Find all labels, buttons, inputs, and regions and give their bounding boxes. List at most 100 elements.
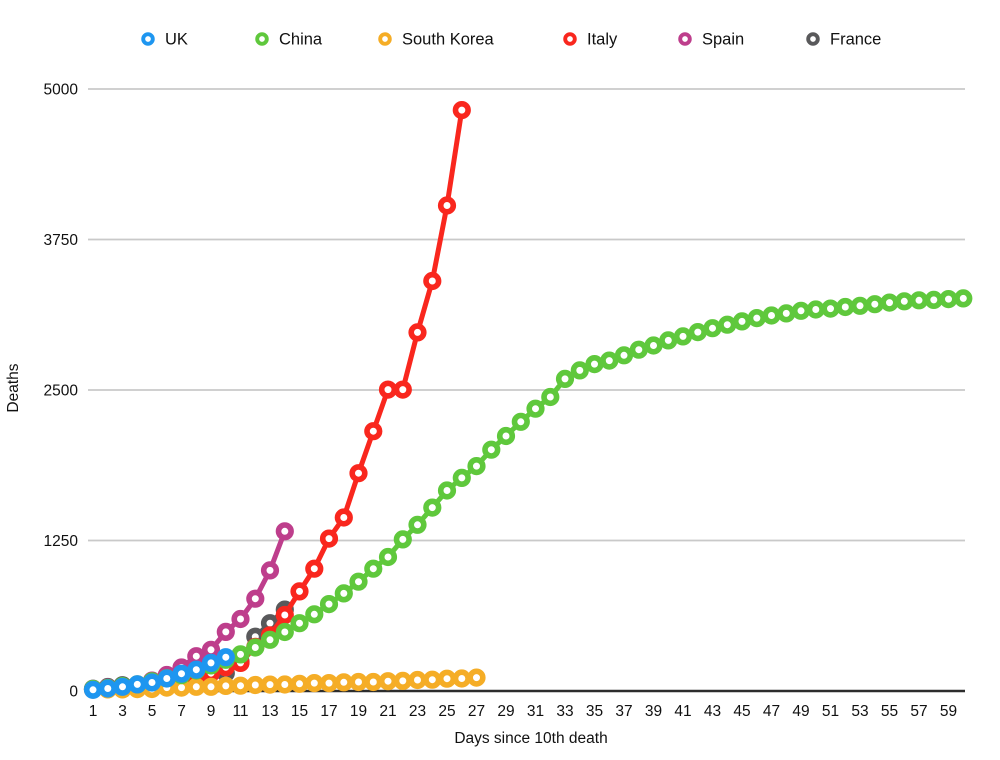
x-tick-label: 49 — [792, 703, 809, 720]
x-tick-label: 37 — [615, 703, 632, 720]
data-point-china — [585, 355, 604, 374]
data-point-uk — [201, 653, 221, 673]
data-point-italy — [393, 380, 412, 399]
data-point-italy — [408, 323, 427, 342]
data-point-south-korea — [246, 675, 265, 695]
data-point-china — [482, 440, 501, 459]
data-point-china — [954, 289, 973, 308]
y-tick-label: 3750 — [44, 232, 79, 249]
data-point-south-korea — [334, 673, 353, 692]
data-point-china — [718, 315, 737, 334]
x-tick-label: 31 — [527, 703, 544, 720]
legend-item-uk[interactable]: UK — [141, 31, 188, 49]
data-point-italy — [305, 559, 324, 578]
data-point-china — [747, 309, 766, 328]
legend: UK China South Korea Italy Spain France — [141, 31, 881, 49]
data-point-south-korea — [378, 672, 398, 691]
legend-item-spain[interactable]: Spain — [678, 31, 744, 49]
data-point-china — [614, 346, 634, 365]
legend-label-uk: UK — [165, 31, 188, 49]
legend-label-italy: Italy — [587, 31, 618, 49]
data-point-china — [600, 351, 619, 370]
x-tick-label: 1 — [89, 703, 98, 720]
x-tick-label: 13 — [261, 703, 278, 720]
x-tick-label: 15 — [291, 703, 308, 720]
data-point-uk — [157, 669, 176, 688]
legend-marker-france-icon — [806, 32, 820, 46]
data-point-china — [393, 530, 412, 549]
data-point-uk — [216, 648, 235, 667]
data-point-uk — [113, 677, 132, 696]
legend-marker-china-icon — [255, 32, 269, 46]
data-point-south-korea — [260, 675, 280, 694]
data-point-spain — [216, 622, 235, 642]
data-point-south-korea — [275, 675, 294, 694]
data-point-italy — [452, 100, 471, 120]
y-tick-label: 2500 — [44, 383, 79, 400]
data-point-china — [437, 481, 457, 500]
data-point-italy — [364, 422, 383, 441]
data-point-south-korea — [364, 672, 383, 692]
data-point-china — [703, 319, 722, 338]
x-tick-label: 43 — [704, 703, 721, 720]
data-point-china — [836, 297, 855, 317]
legend-marker-uk-icon — [141, 32, 155, 46]
series-markers-uk — [83, 648, 235, 699]
data-point-china — [644, 336, 663, 355]
data-point-south-korea — [349, 672, 368, 692]
data-point-china — [806, 300, 825, 319]
data-point-spain — [260, 561, 280, 580]
data-point-china — [895, 292, 914, 311]
data-point-china — [732, 312, 752, 331]
x-tick-label: 41 — [674, 703, 691, 720]
data-point-china — [260, 630, 280, 649]
legend-item-china[interactable]: China — [255, 31, 323, 49]
data-point-italy — [378, 380, 398, 399]
data-point-italy — [423, 271, 442, 291]
legend-item-france[interactable]: France — [806, 31, 881, 49]
data-point-south-korea — [423, 670, 442, 689]
data-point-spain — [246, 589, 265, 608]
data-point-south-korea — [187, 677, 206, 696]
x-tick-label: 57 — [910, 703, 927, 720]
x-tick-label: 9 — [207, 703, 216, 720]
data-point-uk — [98, 679, 117, 698]
data-point-uk — [187, 660, 206, 679]
data-point-china — [408, 515, 427, 534]
data-point-china — [850, 296, 870, 315]
data-point-south-korea — [467, 668, 486, 687]
data-point-china — [821, 299, 840, 318]
legend-label-south-korea: South Korea — [402, 31, 495, 49]
x-tick-label: 35 — [586, 703, 603, 720]
data-point-spain — [231, 609, 250, 629]
x-axis-title: Days since 10th death — [454, 730, 607, 747]
x-tick-label: 27 — [468, 703, 485, 720]
data-point-china — [496, 426, 516, 446]
legend-item-south-korea[interactable]: South Korea — [378, 31, 495, 49]
y-tick-label: 0 — [69, 684, 78, 701]
data-point-china — [673, 327, 693, 346]
legend-item-italy[interactable]: Italy — [563, 31, 618, 49]
data-point-china — [909, 291, 929, 310]
data-point-italy — [319, 529, 339, 548]
x-tick-label: 47 — [763, 703, 780, 720]
data-point-south-korea — [437, 669, 457, 688]
data-point-china — [541, 387, 560, 407]
legend-marker-spain-icon — [678, 32, 692, 46]
x-tick-label: 11 — [232, 703, 248, 720]
data-point-italy — [275, 605, 294, 625]
data-point-china — [452, 468, 471, 488]
data-point-china — [924, 290, 943, 310]
data-point-china — [378, 547, 398, 567]
legend-label-france: France — [830, 31, 881, 49]
data-point-south-korea — [231, 676, 250, 695]
data-point-china — [777, 304, 796, 323]
data-point-south-korea — [393, 671, 412, 691]
data-point-china — [319, 594, 339, 614]
data-point-china — [290, 614, 309, 633]
data-point-china — [334, 584, 353, 603]
data-point-china — [762, 306, 781, 325]
data-point-south-korea — [305, 673, 324, 693]
